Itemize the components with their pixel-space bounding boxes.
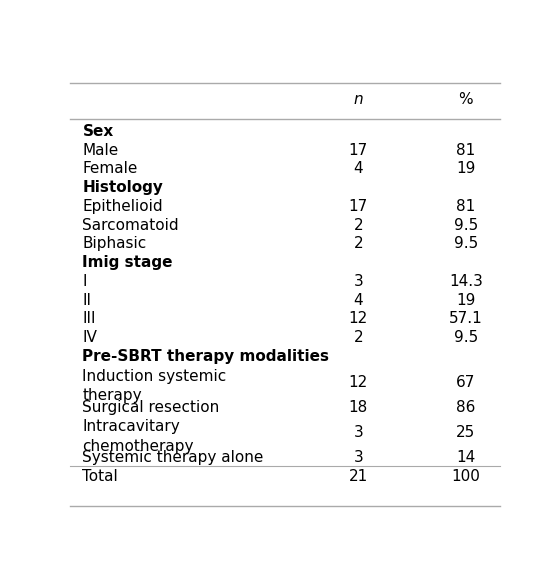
Text: 9.5: 9.5 [454,218,478,233]
Text: 57.1: 57.1 [449,312,483,327]
Text: 3: 3 [353,425,363,440]
Text: Sarcomatoid: Sarcomatoid [82,218,179,233]
Text: Induction systemic
therapy: Induction systemic therapy [82,369,227,403]
Text: 17: 17 [349,143,368,158]
Text: III: III [82,312,96,327]
Text: 19: 19 [456,293,475,308]
Text: Intracavitary
chemotherapy: Intracavitary chemotherapy [82,419,194,454]
Text: 86: 86 [456,400,475,415]
Text: Surgical resection: Surgical resection [82,400,220,415]
Text: II: II [82,293,91,308]
Text: Total: Total [82,469,118,484]
Text: 81: 81 [456,199,475,214]
Text: %: % [459,92,473,107]
Text: 12: 12 [349,375,368,390]
Text: 12: 12 [349,312,368,327]
Text: 9.5: 9.5 [454,236,478,251]
Text: I: I [82,275,87,289]
Text: Imig stage: Imig stage [82,255,173,271]
Text: Female: Female [82,161,138,176]
Text: Pre-SBRT therapy modalities: Pre-SBRT therapy modalities [82,349,329,364]
Text: 3: 3 [353,275,363,289]
Text: Male: Male [82,143,118,158]
Text: 3: 3 [353,450,363,465]
Text: 2: 2 [354,218,363,233]
Text: 25: 25 [456,425,475,440]
Text: 9.5: 9.5 [454,330,478,345]
Text: 2: 2 [354,330,363,345]
Text: 81: 81 [456,143,475,158]
Text: Epithelioid: Epithelioid [82,199,163,214]
Text: 19: 19 [456,161,475,176]
Text: 21: 21 [349,469,368,484]
Text: 67: 67 [456,375,475,390]
Text: 100: 100 [451,469,480,484]
Text: 4: 4 [354,293,363,308]
Text: 14: 14 [456,450,475,465]
Text: 14.3: 14.3 [449,275,483,289]
Text: Sex: Sex [82,124,113,139]
Text: 18: 18 [349,400,368,415]
Text: Biphasic: Biphasic [82,236,147,251]
Text: $\mathit{n}$: $\mathit{n}$ [353,92,364,107]
Text: IV: IV [82,330,97,345]
Text: 2: 2 [354,236,363,251]
Text: 17: 17 [349,199,368,214]
Text: Systemic therapy alone: Systemic therapy alone [82,450,264,465]
Text: Histology: Histology [82,180,163,195]
Text: 4: 4 [354,161,363,176]
